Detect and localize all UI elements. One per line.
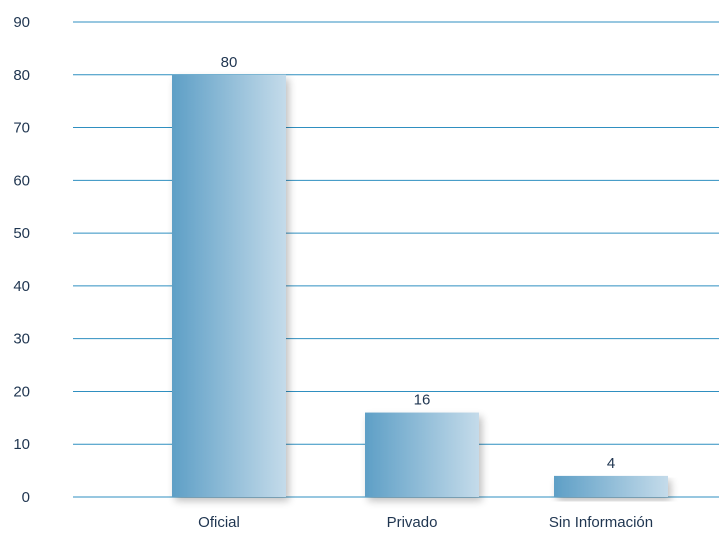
bar-sin-informaci-n: [554, 475, 668, 497]
bar-value-label: 80: [221, 54, 238, 71]
y-tick-label: 10: [13, 436, 30, 453]
bar-value-label: 4: [607, 455, 615, 472]
x-category-label: Privado: [387, 514, 438, 531]
y-tick-label: 50: [13, 225, 30, 242]
bar-privado: [365, 412, 479, 497]
y-tick-label: 30: [13, 331, 30, 348]
y-tick-label: 70: [13, 120, 30, 137]
y-axis-ticks: 0 10 20 30 40 50 60 70 80 90: [13, 14, 30, 506]
data-labels: 80 16 4: [221, 54, 616, 472]
bars: [172, 74, 668, 498]
x-axis-categories: Oficial Privado Sin Información: [198, 514, 653, 531]
y-tick-label: 40: [13, 278, 30, 295]
y-tick-label: 60: [13, 172, 30, 189]
bar-value-label: 16: [414, 392, 431, 409]
x-category-label: Sin Información: [549, 514, 653, 531]
x-category-label: Oficial: [198, 514, 240, 531]
y-tick-label: 0: [22, 489, 30, 506]
y-tick-label: 80: [13, 67, 30, 84]
y-tick-label: 90: [13, 14, 30, 31]
bar-oficial: [172, 74, 286, 498]
y-tick-label: 20: [13, 383, 30, 400]
